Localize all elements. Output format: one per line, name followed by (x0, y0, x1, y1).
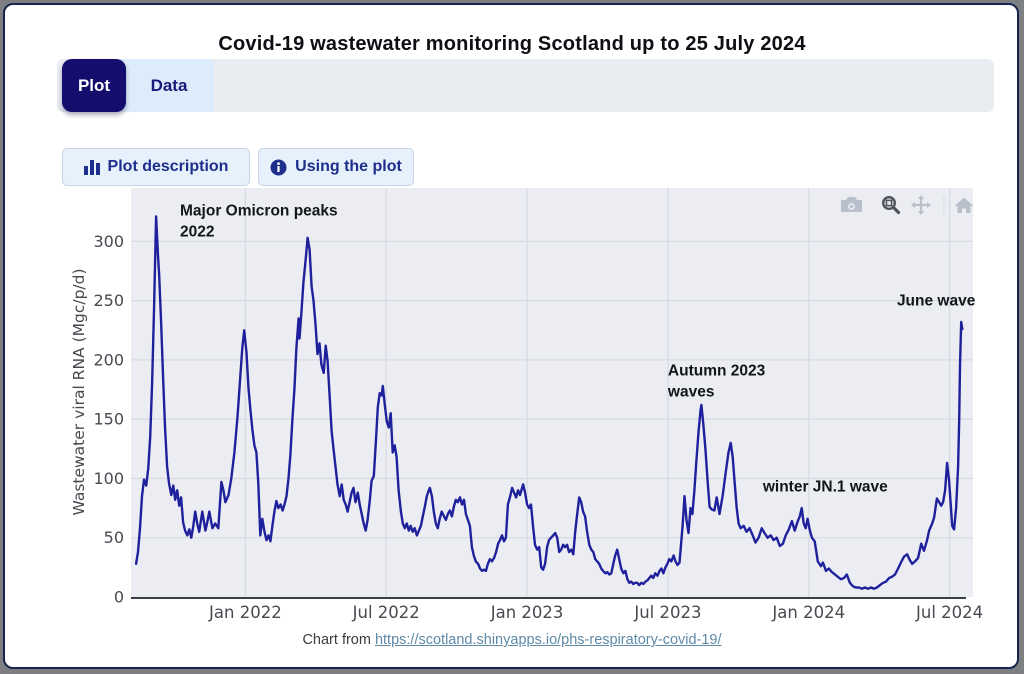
tab-data[interactable]: Data (150, 75, 188, 95)
source-link[interactable]: https://scotland.shinyapps.io/phs-respir… (374, 632, 722, 648)
pan-arrow (918, 195, 924, 199)
plot-description-button[interactable]: Plot description (62, 148, 250, 186)
home-icon[interactable] (954, 197, 974, 214)
pan-arrow (918, 211, 924, 215)
bar-chart-icon (83, 159, 100, 175)
tab-data-background (120, 59, 214, 112)
using-the-plot-label: Using the plot (295, 158, 402, 175)
plot-description-label: Plot description (107, 158, 229, 175)
chart-source-prefix: Chart from (302, 632, 375, 648)
using-the-plot-button[interactable]: Using the plot (258, 148, 414, 186)
tab-plot[interactable]: Plot (62, 59, 126, 112)
zoom-icon[interactable] (882, 195, 901, 215)
info-icon (270, 159, 287, 176)
page-title: Covid-19 wastewater monitoring Scotland … (218, 33, 806, 56)
camera-icon[interactable] (841, 197, 862, 212)
pan-arrow (927, 202, 931, 208)
home-glyph (954, 197, 974, 213)
pan-icon[interactable] (911, 195, 931, 215)
chart-source: Chart from https://scotland.shinyapps.io… (0, 632, 1024, 648)
pan-arrow (911, 202, 915, 208)
zoom-box (885, 199, 893, 207)
zoom-handle (891, 205, 901, 215)
zoom-lens (882, 195, 897, 210)
camera-lens-dot (849, 204, 854, 209)
